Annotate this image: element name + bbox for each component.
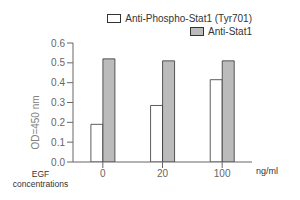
html-text:ng/ml: ng/ml xyxy=(256,166,278,176)
svg-text:0.1: 0.1 xyxy=(51,137,65,148)
html-text:Anti-Phospho-Stat1 (Tyr701): Anti-Phospho-Stat1 (Tyr701) xyxy=(125,13,252,24)
svg-text:0.3: 0.3 xyxy=(51,97,65,108)
html-text:EGF: EGF xyxy=(31,169,50,179)
svg-text:0.2: 0.2 xyxy=(51,117,65,128)
svg-text:0.5: 0.5 xyxy=(51,57,65,68)
svg-text:0: 0 xyxy=(100,168,106,179)
svg-text:0.6: 0.6 xyxy=(51,38,65,49)
html-text:concentrations: concentrations xyxy=(12,178,69,189)
svg-text:0.0: 0.0 xyxy=(51,157,65,168)
svg-text:20: 20 xyxy=(157,168,169,179)
svg-text:OD=450 nm: OD=450 nm xyxy=(30,95,41,149)
html-text:Anti-Stat1: Anti-Stat1 xyxy=(208,26,252,37)
svg-text:0.4: 0.4 xyxy=(51,77,65,88)
svg-text:100: 100 xyxy=(214,168,231,179)
